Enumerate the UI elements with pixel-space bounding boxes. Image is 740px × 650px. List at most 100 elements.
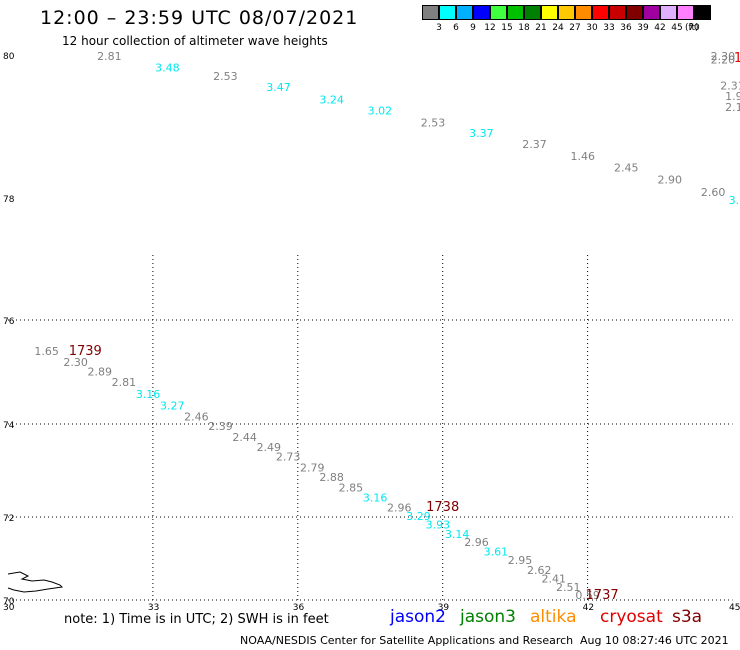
scale-swatch [643, 5, 660, 20]
wave-height-reading: 2.96 [464, 536, 489, 549]
pass-time-label: 1739 [69, 344, 102, 359]
wave-height-reading: 3.37 [469, 127, 494, 140]
longitude-label: 45 [729, 603, 740, 613]
wave-height-reading: 2.49 [257, 441, 282, 454]
footer-credit: NOAA/NESDIS Center for Satellite Applica… [240, 634, 574, 647]
wave-height-reading: 2.53 [421, 117, 446, 130]
scale-swatch [456, 5, 473, 20]
wave-height-reading: 0.59 [575, 589, 600, 602]
scale-swatch [592, 5, 609, 20]
scale-label: 42 [654, 23, 666, 33]
wave-height-reading: 3.02 [368, 104, 393, 117]
longitude-label: 39 [438, 603, 450, 613]
wave-height-reading: 2.89 [88, 366, 113, 379]
satellite-legend-altika: altika [530, 607, 577, 627]
scale-label: 70 [688, 23, 700, 33]
scale-swatch [558, 5, 575, 20]
longitude-label: 33 [148, 603, 159, 613]
pass-time-label: 1738 [426, 500, 459, 515]
scale-swatch [490, 5, 507, 20]
longitude-label: 42 [583, 603, 594, 613]
wave-height-reading: 2.96 [387, 501, 412, 514]
scale-swatch [677, 5, 694, 20]
wave-height-reading: 3.16 [363, 492, 388, 505]
scale-label: 24 [552, 23, 564, 33]
units-note: note: 1) Time is in UTC; 2) SWH is in fe… [64, 612, 329, 627]
wave-height-reading: 3.48 [155, 61, 180, 74]
satellite-legend-cryosat: cryosat [600, 607, 663, 627]
scale-unit-label: (ft) [685, 23, 699, 33]
wave-height-reading: 2.45 [614, 162, 639, 175]
scale-label: 12 [484, 23, 496, 33]
scale-swatch [439, 5, 456, 20]
wave-height-reading: 2.41 [542, 573, 567, 586]
latitude-label: 80 [3, 52, 15, 62]
satellite-legend-jason2: jason2 [390, 607, 446, 627]
wave-height-reading: 2.46 [184, 410, 209, 423]
wave-height-reading: 2.79 [300, 461, 325, 474]
wave-height-reading: 2.81 [112, 376, 137, 389]
wave-height-reading: 3.61 [484, 546, 509, 559]
scale-label: 9 [470, 23, 476, 33]
latitude-label: 74 [3, 421, 15, 431]
wave-height-reading: 3.16 [136, 388, 161, 401]
wave-height-reading: 1.65 [34, 345, 59, 358]
scale-swatch [524, 5, 541, 20]
longitude-label: 36 [293, 603, 305, 613]
satellite-legend-s3a: s3a [672, 607, 703, 627]
wave-height-reading: 2.95 [508, 554, 533, 567]
wave-height-reading: 3.24 [319, 94, 344, 107]
wave-height-reading: 3.14 [445, 528, 470, 541]
scale-label: 45 [671, 23, 683, 33]
latitude-label: 76 [3, 317, 15, 327]
scale-label: 6 [453, 23, 459, 33]
map-title: 12:00 – 23:59 UTC 08/07/2021 [40, 7, 359, 29]
wave-height-reading: 2.62 [527, 564, 552, 577]
scale-swatch [473, 5, 490, 20]
scale-label: 27 [569, 23, 581, 33]
scale-swatch [422, 5, 439, 20]
scale-label: 15 [501, 23, 513, 33]
wave-height-reading: 2.53 [213, 70, 238, 83]
map-subtitle: 12 hour collection of altimeter wave hei… [62, 34, 328, 48]
wave-height-reading: 2.30 [63, 356, 88, 369]
scale-label: 3 [436, 23, 442, 33]
longitude-label: 30 [3, 603, 15, 613]
latitude-label: 70 [3, 597, 15, 607]
wave-height-reading: 1.95 [725, 90, 740, 103]
scale-label: 30 [586, 23, 598, 33]
scale-label: 18 [518, 23, 530, 33]
pass-time-label: 1737 [586, 588, 619, 603]
scale-swatch [609, 5, 626, 20]
wave-height-reading: 2.51 [556, 581, 581, 594]
satellite-legend-jason3: jason3 [460, 607, 516, 627]
wave-height-reading: 2.85 [339, 481, 364, 494]
wave-height-reading: 2.81 [97, 50, 122, 63]
wave-height-reading: 3.93 [426, 519, 451, 532]
wave-height-reading: 3.47 [266, 81, 291, 94]
wave-height-reading: 2.90 [657, 174, 682, 187]
wave-height-reading: 1.46 [571, 150, 596, 163]
scale-swatch [575, 5, 592, 20]
wave-height-reading: 2.44 [232, 431, 257, 444]
wave-height-reading: 2.60 [701, 186, 726, 199]
wave-height-reading: 2.37 [522, 138, 547, 151]
scale-label: 36 [620, 23, 632, 33]
wave-height-reading: 2.19 [725, 101, 740, 114]
footer-timestamp: Aug 10 08:27:46 UTC 2021 [580, 634, 729, 647]
wave-height-reading: 2.31 [720, 79, 740, 92]
scale-swatch [626, 5, 643, 20]
wave-height-reading: 2.88 [319, 471, 344, 484]
wave-height-reading: 3.3 [729, 194, 740, 207]
latitude-label: 78 [3, 195, 15, 205]
wave-height-reading: 2.73 [276, 450, 301, 463]
wave-height-reading: 2.30 [711, 50, 736, 63]
wave-height-reading: 3.27 [160, 399, 185, 412]
wave-height-reading: 3.29 [406, 510, 431, 523]
latitude-label: 72 [3, 514, 14, 524]
scale-label: 39 [637, 23, 649, 33]
scale-swatch [660, 5, 677, 20]
wave-height-reading: 2.39 [208, 420, 233, 433]
